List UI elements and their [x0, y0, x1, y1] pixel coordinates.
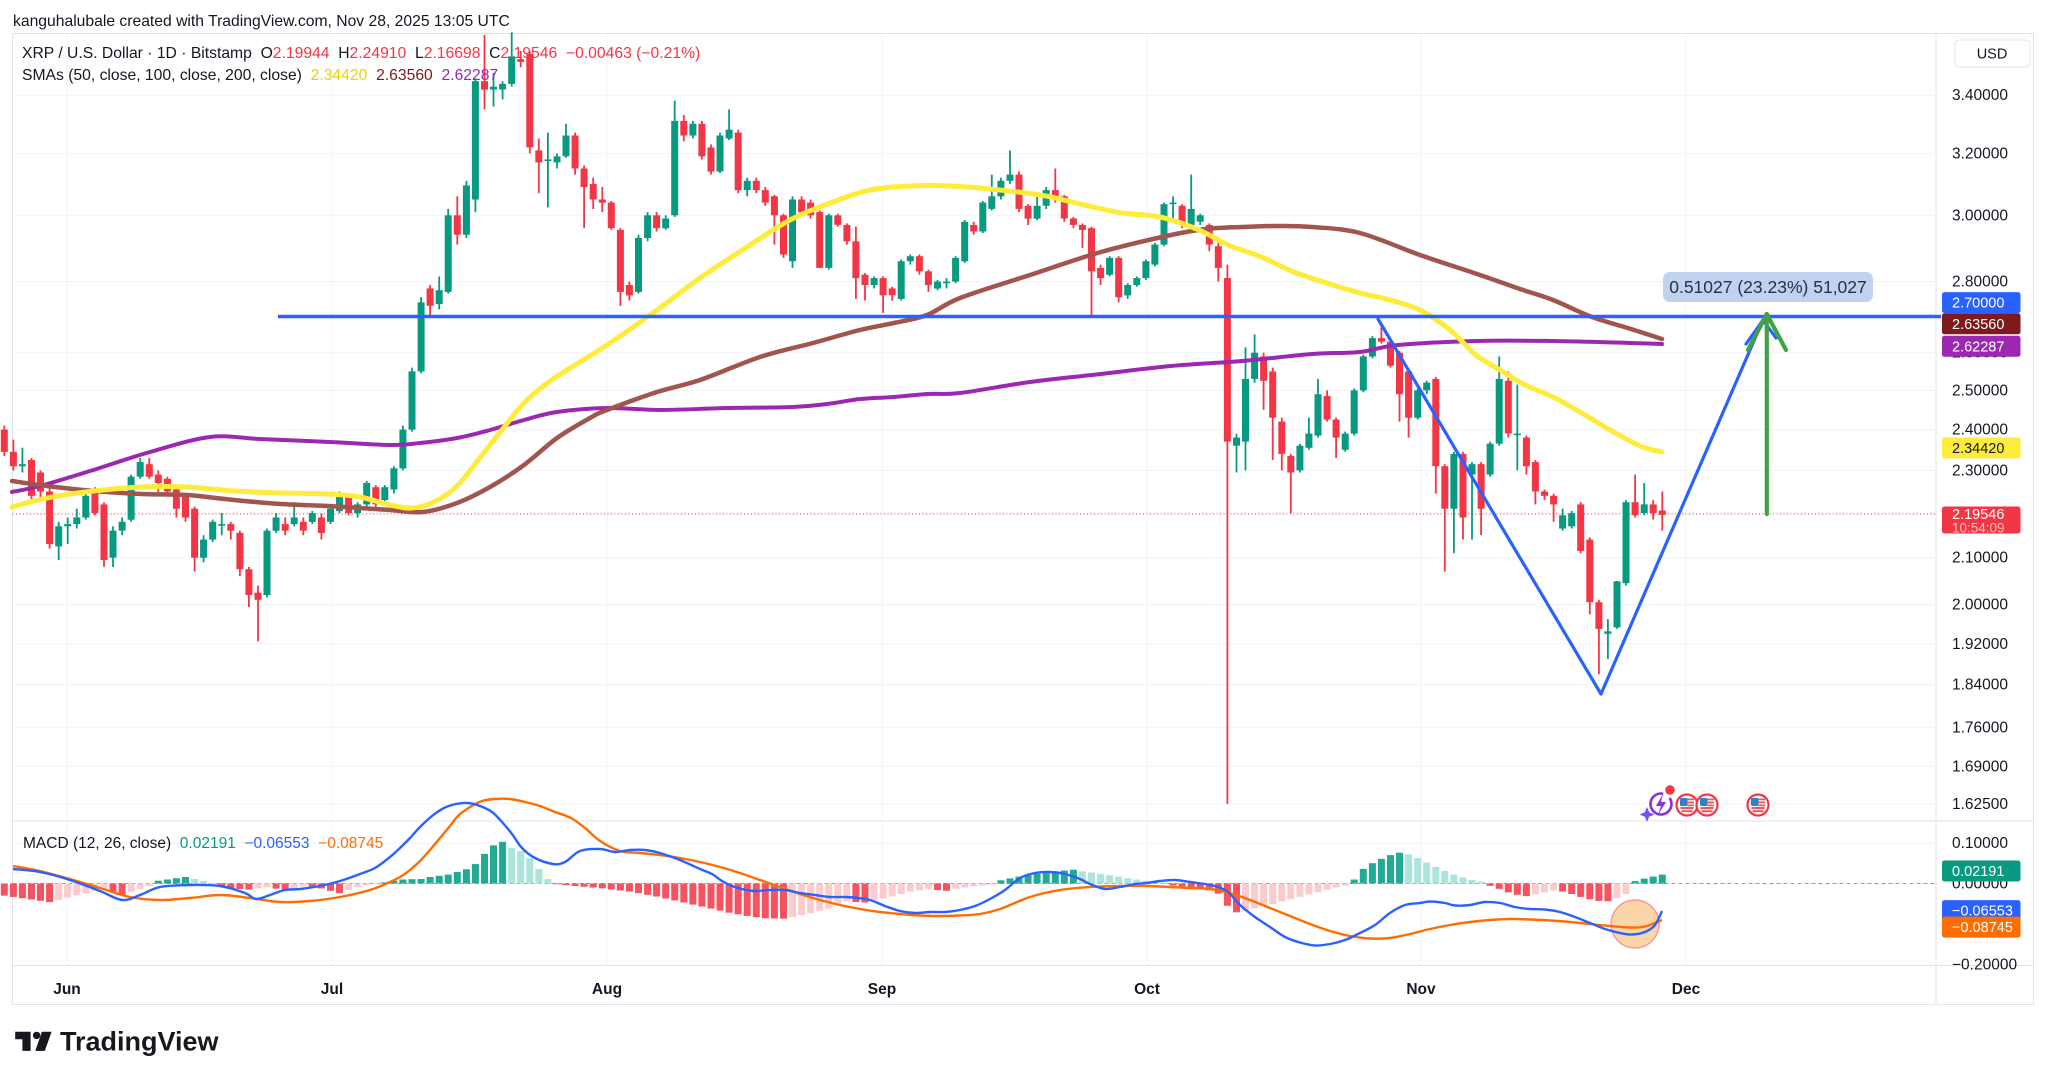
svg-text:Aug: Aug	[592, 981, 622, 998]
svg-text:Nov: Nov	[1406, 981, 1436, 998]
svg-text:3.20000: 3.20000	[1952, 145, 2008, 162]
svg-text:−0.08745: −0.08745	[1952, 920, 2013, 936]
svg-text:kanguhalubale created with Tra: kanguhalubale created with TradingView.c…	[13, 13, 510, 30]
svg-text:0.10000: 0.10000	[1952, 835, 2008, 852]
svg-text:Jun: Jun	[53, 981, 81, 998]
svg-text:0.51027 (23.23%) 51,027: 0.51027 (23.23%) 51,027	[1669, 277, 1867, 297]
svg-text:Sep: Sep	[868, 981, 896, 998]
svg-text:1.84000: 1.84000	[1952, 677, 2008, 694]
svg-text:10:54:09: 10:54:09	[1952, 521, 2005, 536]
svg-text:1.76000: 1.76000	[1952, 719, 2008, 736]
svg-text:3.40000: 3.40000	[1952, 87, 2008, 104]
svg-text:2.34420: 2.34420	[1952, 441, 2004, 457]
svg-text:MACD (12, 26, close) 0.02191: MACD (12, 26, close) 0.02191 −0.06553 −0…	[23, 835, 383, 852]
svg-text:Oct: Oct	[1134, 981, 1160, 998]
svg-text:2.70000: 2.70000	[1952, 296, 2004, 312]
svg-text:2.10000: 2.10000	[1952, 550, 2008, 567]
svg-text:Dec: Dec	[1672, 981, 1701, 998]
svg-text:3.00000: 3.00000	[1952, 207, 2008, 224]
svg-text:−0.20000: −0.20000	[1952, 957, 2017, 974]
svg-text:0.02191: 0.02191	[1952, 864, 2004, 880]
svg-text:1.69000: 1.69000	[1952, 758, 2008, 775]
svg-text:SMAs (50, close, 100, close, 2: SMAs (50, close, 100, close, 200, close)…	[22, 67, 498, 84]
svg-text:TradingView: TradingView	[60, 1027, 220, 1057]
svg-text:−0.06553: −0.06553	[1952, 904, 2013, 920]
svg-text:2.80000: 2.80000	[1952, 274, 2008, 291]
svg-text:2.40000: 2.40000	[1952, 422, 2008, 439]
svg-text:2.00000: 2.00000	[1952, 597, 2008, 614]
svg-text:USD: USD	[1977, 47, 2008, 63]
svg-text:2.30000: 2.30000	[1952, 462, 2008, 479]
svg-text:2.50000: 2.50000	[1952, 382, 2008, 399]
svg-text:2.19546: 2.19546	[1952, 507, 2004, 523]
svg-text:Jul: Jul	[321, 981, 343, 998]
svg-text:1.62500: 1.62500	[1952, 796, 2008, 813]
svg-text:1.92000: 1.92000	[1952, 636, 2008, 653]
svg-text:XRP / U.S. Dollar · 1D · Bitst: XRP / U.S. Dollar · 1D · Bitstamp O2.199…	[22, 45, 700, 62]
svg-text:2.62287: 2.62287	[1952, 339, 2004, 355]
svg-text:2.63560: 2.63560	[1952, 317, 2004, 333]
